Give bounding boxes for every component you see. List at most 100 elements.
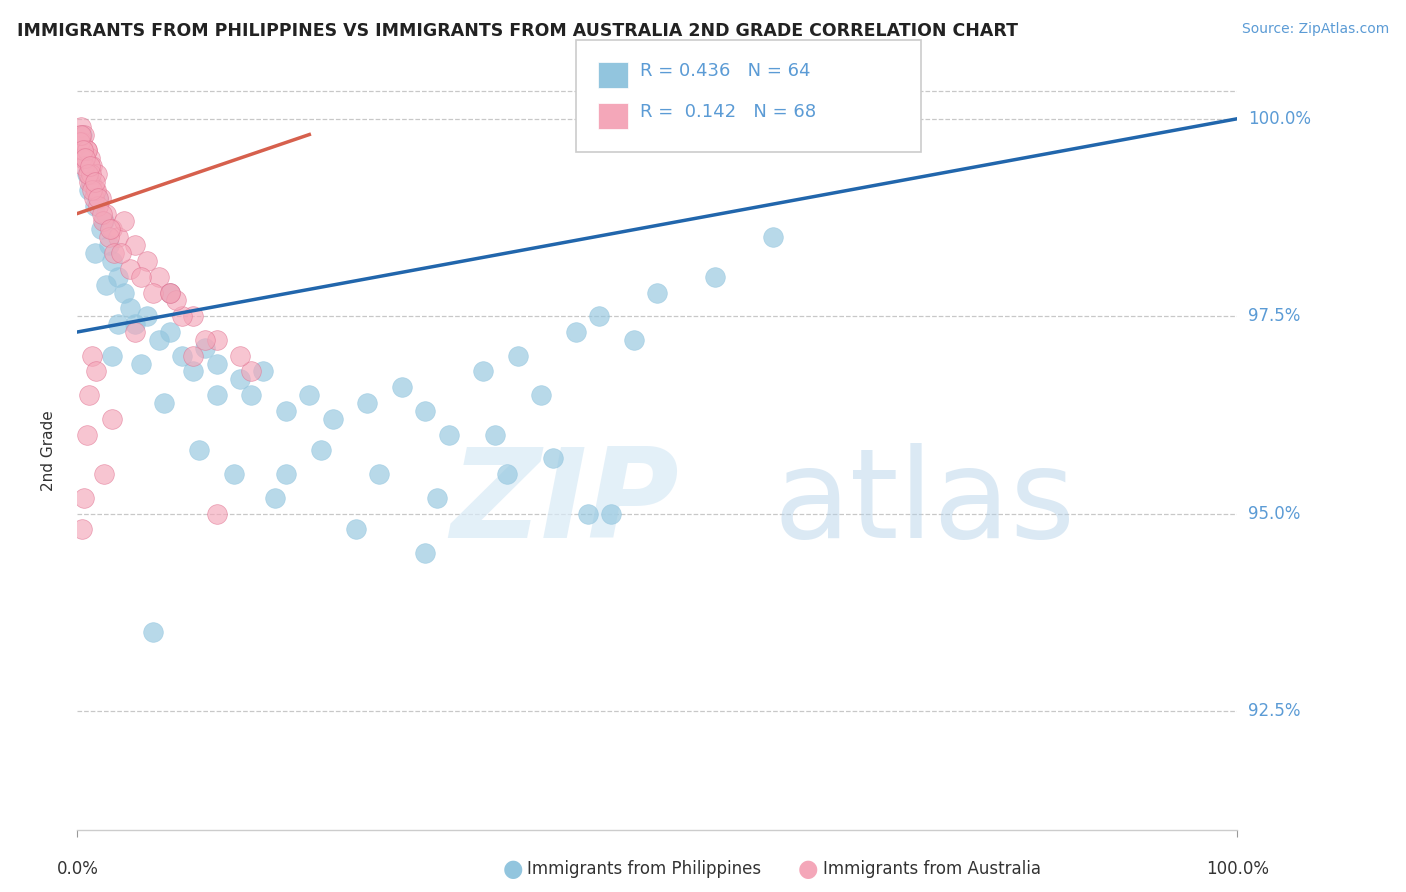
Point <box>80 167 103 181</box>
Point <box>83 246 105 260</box>
Point <box>565 325 588 339</box>
Point <box>148 269 170 284</box>
Point <box>70 151 93 165</box>
Point <box>69 128 91 142</box>
Point <box>153 396 176 410</box>
Point <box>368 467 391 482</box>
Point <box>83 199 105 213</box>
Point <box>588 309 610 323</box>
Point <box>309 443 332 458</box>
Point <box>159 285 181 300</box>
Point <box>240 388 263 402</box>
Point <box>101 222 124 236</box>
Point <box>73 159 96 173</box>
Point <box>87 191 110 205</box>
Point <box>170 349 193 363</box>
Point <box>356 396 378 410</box>
Point <box>240 364 263 378</box>
Point <box>72 144 94 158</box>
Point <box>77 167 100 181</box>
Point <box>77 183 100 197</box>
Point <box>93 214 115 228</box>
Point <box>98 222 121 236</box>
Point <box>76 167 98 181</box>
Point <box>228 372 252 386</box>
Point <box>129 269 152 284</box>
Point <box>148 333 170 347</box>
Point <box>413 404 436 418</box>
Point <box>205 507 228 521</box>
Point <box>82 159 104 173</box>
Point <box>159 325 181 339</box>
Point <box>124 317 146 331</box>
Point <box>83 175 105 189</box>
Point <box>183 309 205 323</box>
Point <box>101 412 124 426</box>
Text: 0.0%: 0.0% <box>56 860 98 878</box>
Point <box>86 167 108 181</box>
Point <box>96 277 118 292</box>
Point <box>124 238 146 252</box>
Point <box>80 175 103 189</box>
Point <box>136 309 159 323</box>
Point <box>90 191 111 205</box>
Point <box>228 349 252 363</box>
Point <box>69 136 91 150</box>
Point <box>90 222 111 236</box>
Text: R =  0.142   N = 68: R = 0.142 N = 68 <box>640 103 815 120</box>
Point <box>77 175 100 189</box>
Point <box>124 325 146 339</box>
Y-axis label: 2nd Grade: 2nd Grade <box>42 410 56 491</box>
Point <box>70 128 93 142</box>
Point <box>437 427 460 442</box>
Point <box>170 309 193 323</box>
Text: ●: ● <box>799 857 818 880</box>
Text: atlas: atlas <box>773 443 1076 564</box>
Point <box>194 333 217 347</box>
Point <box>75 151 97 165</box>
Point <box>101 349 124 363</box>
Point <box>129 357 152 371</box>
Point <box>298 388 321 402</box>
Point <box>344 523 367 537</box>
Point <box>205 333 228 347</box>
Point <box>79 151 101 165</box>
Point <box>276 404 298 418</box>
Point <box>647 285 669 300</box>
Text: R = 0.436   N = 64: R = 0.436 N = 64 <box>640 62 810 79</box>
Point <box>107 230 129 244</box>
Point <box>107 269 129 284</box>
Point <box>576 507 599 521</box>
Point <box>76 159 98 173</box>
Point <box>91 214 114 228</box>
Point <box>87 191 110 205</box>
Point <box>222 467 245 482</box>
Point <box>600 507 623 521</box>
Point <box>118 301 141 316</box>
Point <box>101 253 124 268</box>
Point <box>83 191 105 205</box>
Point <box>79 159 101 173</box>
Text: 97.5%: 97.5% <box>1249 307 1301 326</box>
Point <box>96 206 118 220</box>
Point <box>391 380 413 394</box>
Text: 100.0%: 100.0% <box>1206 860 1268 878</box>
Point <box>165 293 187 308</box>
Text: 92.5%: 92.5% <box>1249 702 1301 720</box>
Point <box>263 491 285 505</box>
Point <box>413 546 436 560</box>
Point <box>426 491 449 505</box>
Point <box>205 388 228 402</box>
Point <box>82 349 104 363</box>
Point <box>73 491 96 505</box>
Point <box>82 183 104 197</box>
Point <box>276 467 298 482</box>
Point <box>107 317 129 331</box>
Point <box>136 253 159 268</box>
Point <box>83 183 105 197</box>
Point <box>205 357 228 371</box>
Point <box>321 412 344 426</box>
Point <box>506 349 529 363</box>
Point <box>76 144 98 158</box>
Point <box>183 364 205 378</box>
